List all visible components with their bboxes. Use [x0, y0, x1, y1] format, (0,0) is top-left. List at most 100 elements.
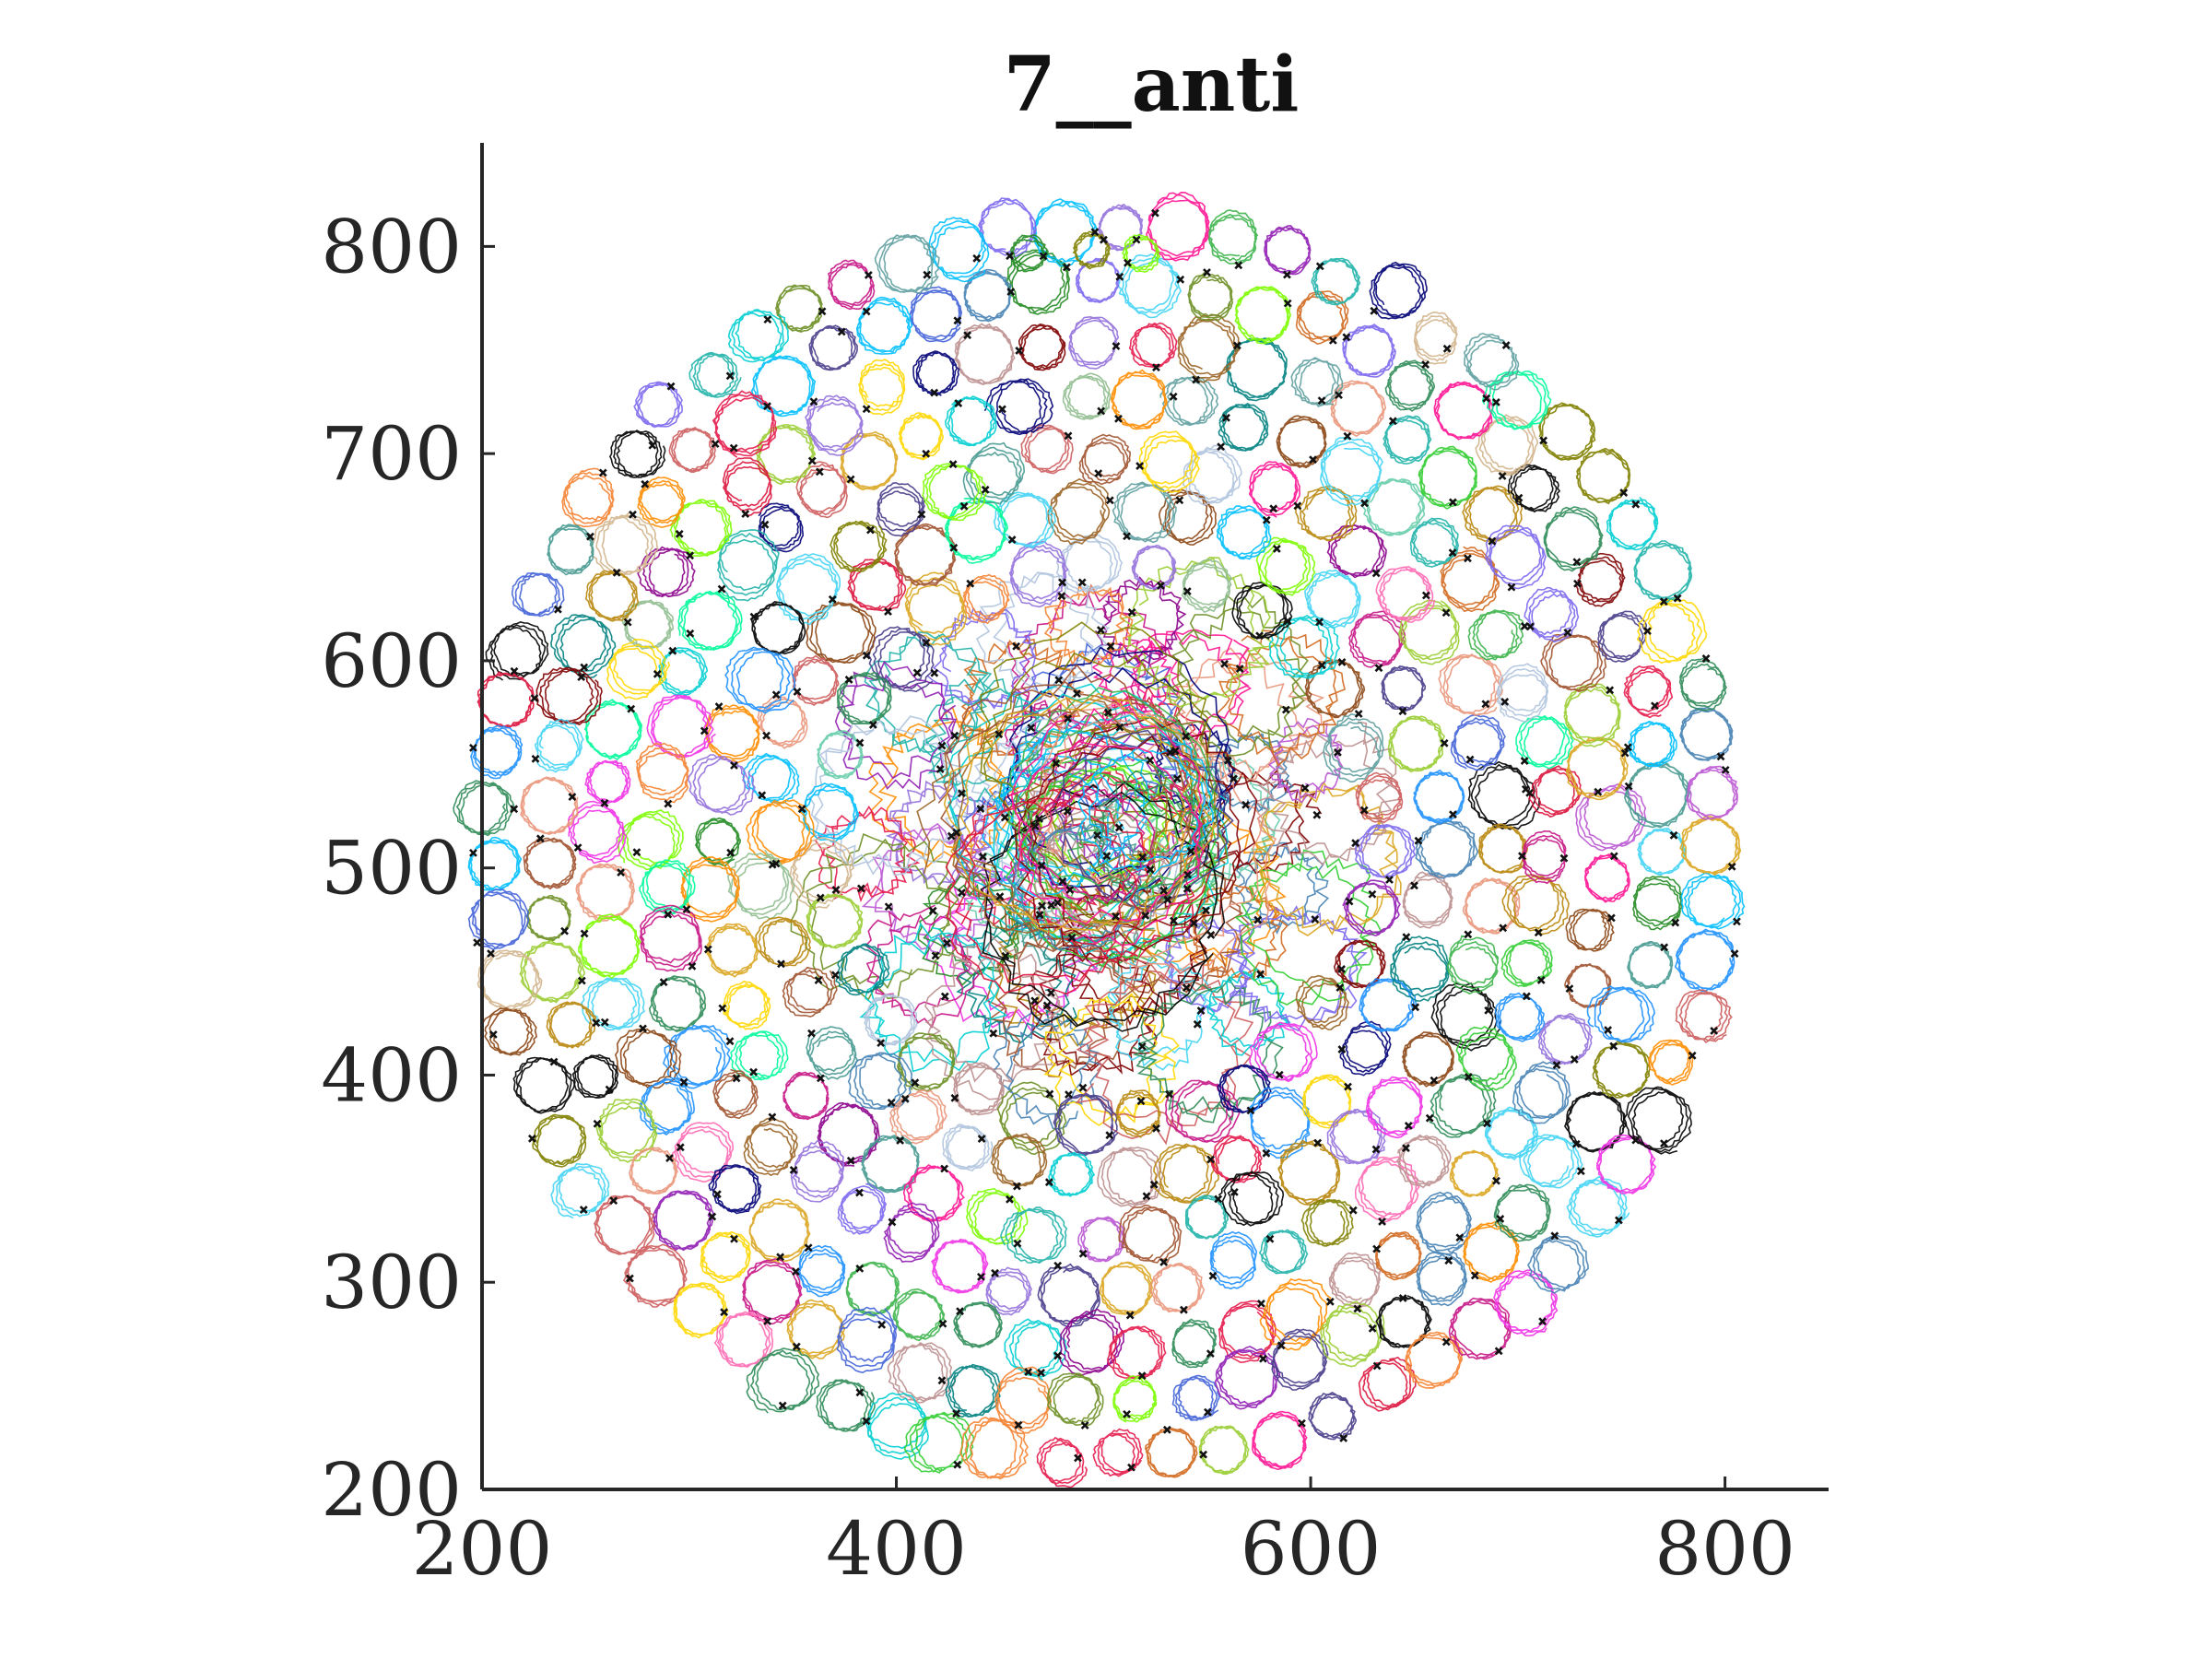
trajectory-117	[1390, 935, 1450, 1002]
start-marker-170	[1404, 1122, 1413, 1130]
trajectory-266	[1259, 1277, 1332, 1351]
trajectory-393	[713, 1311, 774, 1368]
trajectory-416	[1039, 765, 1171, 881]
trajectory-328	[1006, 249, 1071, 315]
trajectory-373	[688, 351, 742, 398]
start-marker-244	[623, 618, 632, 627]
start-marker-242	[675, 529, 684, 538]
start-marker-323	[1328, 335, 1337, 345]
start-marker-279	[1606, 686, 1615, 695]
start-marker-27	[935, 765, 945, 774]
start-marker-67	[1351, 839, 1360, 848]
start-marker-140	[1217, 442, 1226, 452]
start-marker-328	[1062, 263, 1071, 272]
trajectory-167	[1218, 1171, 1285, 1227]
start-marker-433	[1053, 898, 1063, 907]
start-marker-356	[1539, 436, 1548, 445]
start-marker-9	[1103, 708, 1112, 717]
start-marker-230	[1317, 396, 1326, 406]
start-marker-429	[1030, 822, 1040, 831]
start-marker-321	[1421, 360, 1430, 369]
start-marker-122	[1398, 707, 1407, 716]
start-marker-308	[1604, 1026, 1613, 1034]
trajectory-311	[1637, 828, 1687, 877]
trajectory-390	[594, 1194, 656, 1255]
trajectory-439	[943, 689, 1215, 935]
trajectory-280	[1540, 632, 1607, 693]
trajectory-18	[1091, 844, 1250, 994]
trajectory-235	[1018, 324, 1066, 371]
trajectory-200	[1110, 369, 1168, 430]
trajectory-326	[1117, 253, 1182, 319]
start-marker-236	[963, 331, 972, 340]
start-marker-14	[958, 888, 966, 897]
start-marker-217	[725, 1037, 735, 1046]
trajectory-194	[1409, 517, 1460, 568]
trajectory-44	[1043, 993, 1180, 1126]
trajectory-32	[956, 922, 1078, 1044]
axes	[480, 143, 1829, 1491]
start-marker-37	[1202, 906, 1210, 915]
trajectory-426	[1005, 756, 1217, 968]
start-marker-179	[1265, 1234, 1275, 1243]
start-marker-16	[1030, 996, 1040, 1006]
start-marker-442	[1067, 934, 1077, 942]
trajectory-95	[847, 558, 907, 612]
trajectory-150	[724, 646, 796, 714]
trajectory-135	[1397, 599, 1460, 665]
start-marker-87	[911, 1078, 920, 1088]
start-marker-49	[1368, 889, 1377, 899]
trajectory-275	[1565, 908, 1615, 952]
start-marker-191	[1500, 698, 1510, 706]
start-marker-336	[641, 479, 650, 488]
start-marker-293	[952, 1409, 960, 1418]
trajectory-63	[1249, 1021, 1318, 1083]
trajectory-276	[1583, 853, 1630, 903]
y-tick-label-300: 300	[321, 1240, 462, 1325]
start-marker-341	[531, 754, 540, 763]
start-marker-12	[976, 805, 985, 814]
plot-area	[453, 191, 1746, 1488]
start-marker-386	[488, 1030, 498, 1039]
start-marker-370	[864, 270, 873, 279]
trajectory-433	[1033, 804, 1172, 940]
trajectory-184	[1455, 1026, 1517, 1092]
start-marker-347	[1733, 917, 1741, 926]
start-marker-183	[1425, 1113, 1434, 1123]
trajectory-298	[1214, 1346, 1281, 1410]
start-marker-213	[632, 848, 641, 857]
start-marker-260	[956, 1307, 964, 1316]
start-marker-368	[972, 253, 982, 263]
trajectory-180	[1300, 1198, 1355, 1247]
start-marker-245	[653, 669, 662, 678]
start-marker-389	[579, 1206, 588, 1214]
trajectory-206	[795, 461, 848, 519]
trajectory-114	[1301, 1074, 1352, 1129]
trajectory-190	[1515, 714, 1574, 770]
trajectory-332	[808, 324, 858, 371]
start-marker-390	[609, 1196, 618, 1206]
start-marker-262	[1053, 1351, 1063, 1360]
start-marker-201	[1097, 406, 1106, 416]
trajectory-403	[1251, 1410, 1308, 1471]
start-marker-396	[862, 1417, 871, 1426]
trajectory-286	[629, 1147, 678, 1195]
start-marker-219	[768, 1112, 777, 1122]
y-tick-label-700: 700	[321, 411, 462, 497]
start-marker-205	[846, 475, 855, 484]
trajectory-339	[550, 614, 617, 679]
start-marker-50	[1385, 876, 1394, 884]
start-marker-252	[639, 1024, 647, 1033]
trajectory-144	[962, 441, 1026, 505]
trajectory-125	[1255, 536, 1316, 596]
start-marker-313	[1623, 743, 1632, 752]
start-marker-176	[1125, 1311, 1135, 1320]
trajectory-414	[1675, 989, 1733, 1043]
start-marker-348	[1727, 862, 1736, 871]
trajectory-112	[1209, 1135, 1263, 1183]
trajectory-241	[722, 457, 772, 517]
start-marker-51	[1334, 747, 1342, 757]
start-marker-304	[1496, 1215, 1505, 1223]
y-tick-label-200: 200	[321, 1447, 462, 1533]
